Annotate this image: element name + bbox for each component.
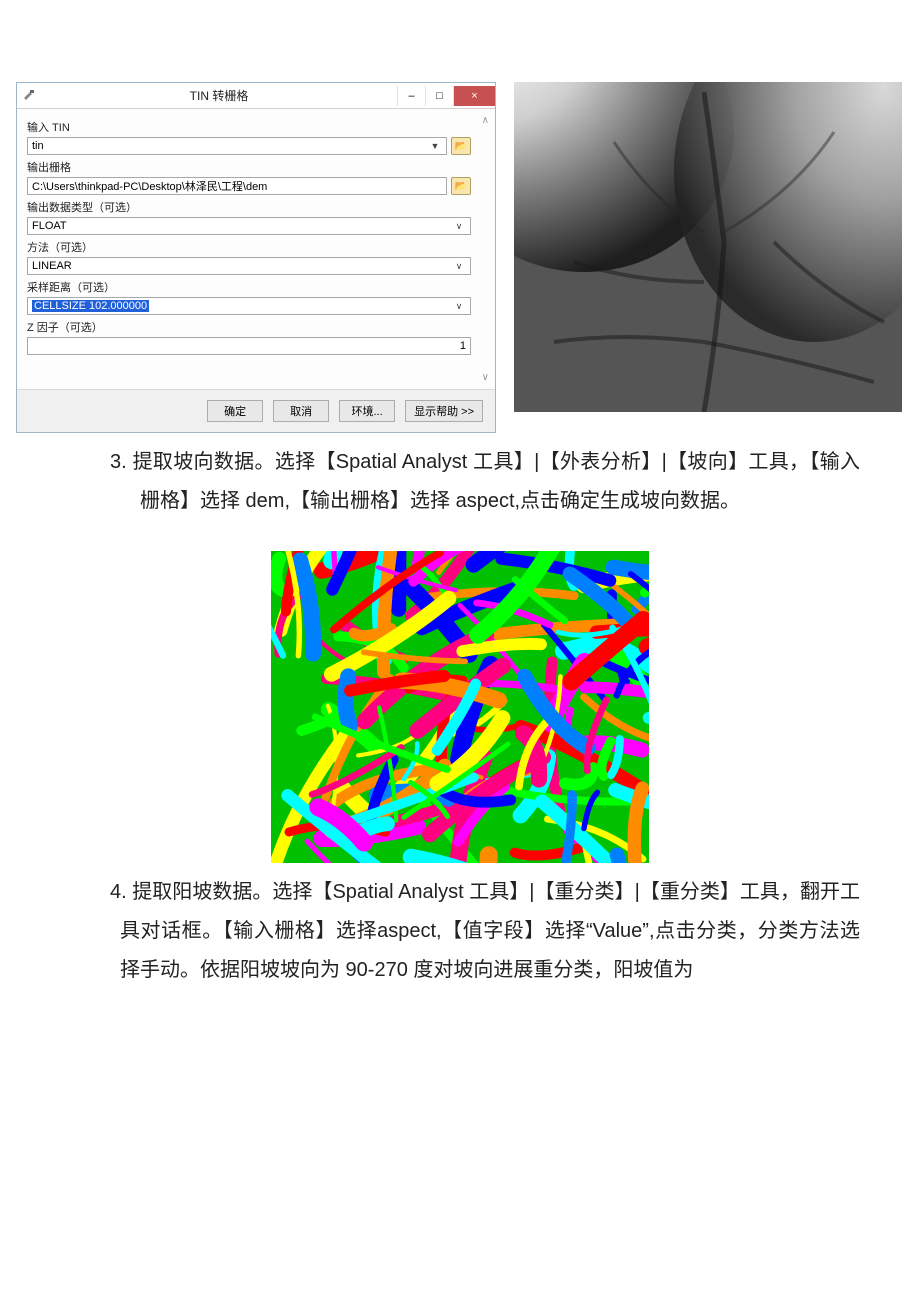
dropdown-icon[interactable]: ∨ [452, 221, 466, 232]
maximize-button[interactable]: □ [425, 86, 453, 106]
step-3-text: 3. 提取坡向数据。选择【Spatial Analyst 工具】|【外表分析】|… [140, 443, 860, 521]
sample-dist-value: CELLSIZE 102.000000 [32, 300, 149, 312]
step-3-number: 3. [110, 451, 127, 473]
z-factor-field[interactable] [27, 337, 471, 355]
folder-icon: 📂 [455, 141, 467, 152]
dialog-footer: 确定 取消 环境... 显示帮助 >> [17, 389, 495, 432]
label-z-factor: Z 因子（可选） [27, 319, 471, 335]
dialog-title: TIN 转栅格 [41, 87, 397, 104]
label-input-tin: 输入 TIN [27, 119, 471, 135]
method-value: LINEAR [32, 260, 72, 272]
cancel-button[interactable]: 取消 [273, 400, 329, 422]
window-controls: – □ × [397, 86, 495, 106]
label-method: 方法（可选） [27, 239, 471, 255]
hammer-icon [17, 84, 41, 108]
ok-button[interactable]: 确定 [207, 400, 263, 422]
output-raster-field[interactable] [27, 177, 447, 195]
minimize-button[interactable]: – [397, 86, 425, 106]
dropdown-icon[interactable]: ▼ [428, 141, 442, 151]
dialog-titlebar[interactable]: TIN 转栅格 – □ × [17, 83, 495, 109]
label-sample-dist: 采样距离（可选） [27, 279, 471, 295]
label-output-type: 输出数据类型（可选） [27, 199, 471, 215]
env-button[interactable]: 环境... [339, 400, 395, 422]
aspect-preview-image [271, 551, 649, 863]
step-4-body: 提取阳坡数据。选择【Spatial Analyst 工具】|【重分类】|【重分类… [120, 881, 860, 981]
sample-dist-field[interactable]: CELLSIZE 102.000000 ∨ [27, 297, 471, 315]
dropdown-icon[interactable]: ∨ [452, 301, 466, 312]
dialog-body: ∧ 输入 TIN tin ▼ 📂 输出栅格 📂 输出数据类型（可选） [17, 109, 495, 389]
scroll-up-icon[interactable]: ∧ [482, 115, 489, 126]
scroll-down-icon[interactable]: ∨ [482, 372, 489, 383]
close-button[interactable]: × [453, 86, 495, 106]
input-tin-field[interactable]: tin ▼ [27, 137, 447, 155]
label-output-raster: 输出栅格 [27, 159, 471, 175]
browse-output-button[interactable]: 📂 [451, 177, 471, 195]
method-field[interactable]: LINEAR ∨ [27, 257, 471, 275]
output-type-field[interactable]: FLOAT ∨ [27, 217, 471, 235]
dropdown-icon[interactable]: ∨ [452, 261, 466, 272]
tin-to-raster-dialog: TIN 转栅格 – □ × ∧ 输入 TIN tin ▼ 📂 输出栅格 [16, 82, 496, 433]
input-tin-value: tin [32, 140, 44, 152]
dem-preview-image [514, 82, 902, 412]
step-3-body: 提取坡向数据。选择【Spatial Analyst 工具】|【外表分析】|【坡向… [133, 451, 860, 512]
output-type-value: FLOAT [32, 220, 67, 232]
folder-icon: 📂 [455, 181, 467, 192]
help-button[interactable]: 显示帮助 >> [405, 400, 483, 422]
browse-tin-button[interactable]: 📂 [451, 137, 471, 155]
